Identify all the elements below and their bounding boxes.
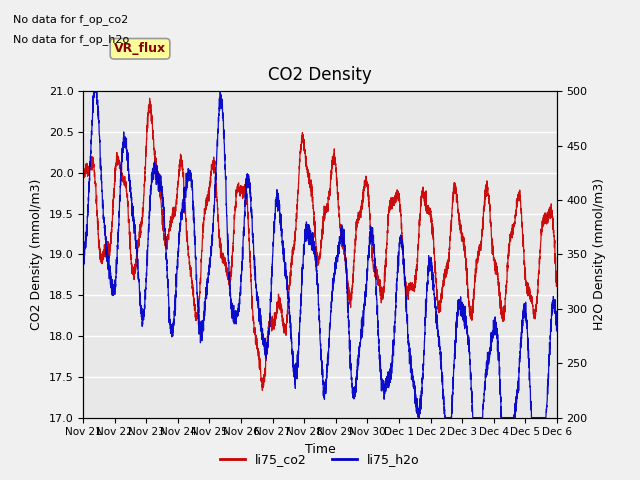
Title: CO2 Density: CO2 Density: [268, 66, 372, 84]
Text: No data for f_op_h2o: No data for f_op_h2o: [13, 34, 129, 45]
X-axis label: Time: Time: [305, 443, 335, 456]
Legend: li75_co2, li75_h2o: li75_co2, li75_h2o: [215, 448, 425, 471]
Text: VR_flux: VR_flux: [114, 42, 166, 55]
Text: No data for f_op_co2: No data for f_op_co2: [13, 14, 128, 25]
Y-axis label: H2O Density (mmol/m3): H2O Density (mmol/m3): [593, 179, 606, 330]
Y-axis label: CO2 Density (mmol/m3): CO2 Density (mmol/m3): [30, 179, 43, 330]
